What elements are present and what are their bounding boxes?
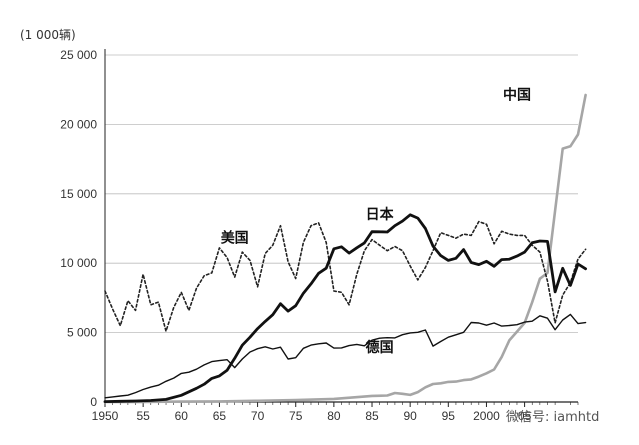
y-axis-unit-label: (1 000辆): [20, 28, 76, 42]
x-tick-label: 70: [251, 409, 265, 423]
y-tick-label: 10 000: [60, 256, 97, 270]
x-tick-label: 80: [327, 409, 341, 423]
x-tick-label: 65: [213, 409, 227, 423]
x-tick-label: 1950: [92, 409, 119, 423]
series-lines: [103, 93, 587, 404]
x-tick-label: 2000: [473, 409, 500, 423]
series-label-1: 日本: [366, 206, 395, 223]
y-tick-label: 0: [90, 395, 97, 409]
y-axis: 0 5 000 10 000 15 000 20 000 25 000: [60, 48, 106, 409]
x-tick-label: 90: [403, 409, 417, 423]
y-tick-label: 15 000: [60, 187, 97, 201]
series-line-0: [104, 220, 587, 332]
watermark-text: 微信号: iamhtd: [506, 410, 599, 425]
series-label-0: 美国: [221, 229, 249, 246]
x-tick-label: 85: [365, 409, 379, 423]
x-axis: 1950 55 60 65 70 75 80 85 90 95 2000 05: [92, 402, 579, 423]
y-tick-label: 25 000: [60, 48, 97, 62]
series-line-2: [104, 313, 587, 399]
gridlines: [105, 54, 578, 403]
series-label-3: 中国: [503, 86, 531, 103]
x-tick-label: 05: [518, 409, 532, 423]
series-line-1: [103, 213, 587, 403]
x-tick-label: 55: [136, 409, 150, 423]
series-label-2: 德国: [366, 339, 394, 356]
x-tick-label: 95: [442, 409, 456, 423]
y-tick-label: 20 000: [60, 117, 97, 131]
x-tick-label: 75: [289, 409, 303, 423]
x-tick-label: 60: [175, 409, 189, 423]
y-tick-label: 5 000: [67, 326, 97, 340]
series-line-3: [103, 93, 587, 404]
